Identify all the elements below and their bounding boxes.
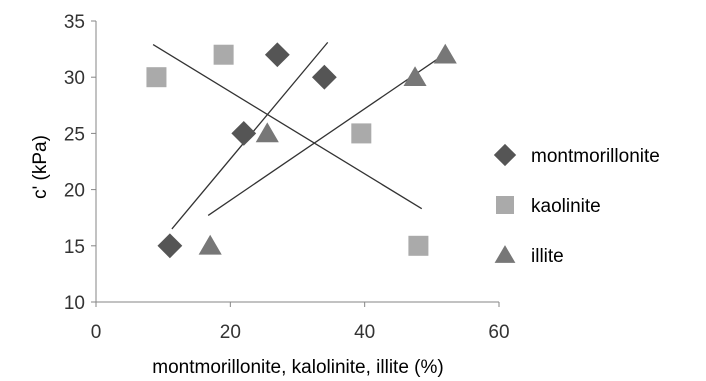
kaolinite-point [351,123,372,144]
montmorillonite-point [311,64,337,90]
kaolinite-point [408,235,429,256]
illite-point [403,66,427,86]
kaolinite-trendline [152,44,423,210]
y-tick-label: 25 [64,124,85,145]
y-tick-label: 10 [64,293,85,314]
legend-marker-kaolinite [496,196,514,214]
data-points [146,42,457,259]
legend: montmorillonite kaolinite illite [493,143,660,267]
y-axis-label: c' (kPa) [30,135,51,199]
x-tick-label: 60 [488,322,509,343]
legend-label-illite: illite [531,246,564,267]
illite-point [255,122,279,143]
legend-label-kaolinite: kaolinite [531,196,601,217]
montmorillonite-point [157,233,183,259]
montmorillonite-point [264,42,290,68]
y-tick-label: 15 [64,237,85,258]
legend-label-montmorillonite: montmorillonite [531,146,660,167]
illite-point [198,234,222,255]
legend-marker-montmorillonite [493,143,517,167]
x-tick-label: 0 [91,322,102,343]
y-tick-label: 35 [64,12,85,33]
x-tick-label: 20 [220,322,241,343]
x-tick-label: 40 [354,322,375,343]
y-tick-label: 20 [64,181,85,202]
montmorillonite-point [231,121,257,146]
axes: 10 15 20 25 30 35 0 20 40 60 [64,12,510,343]
y-tick-label: 30 [64,68,85,89]
illite-trendline [207,54,445,216]
kaolinite-point [213,44,234,65]
x-axis-label: montmorillonite, kalolinite, illite (%) [152,357,443,378]
illite-point [433,43,457,64]
trendlines [152,41,445,230]
kaolinite-point [146,67,167,88]
legend-marker-illite [494,245,516,263]
